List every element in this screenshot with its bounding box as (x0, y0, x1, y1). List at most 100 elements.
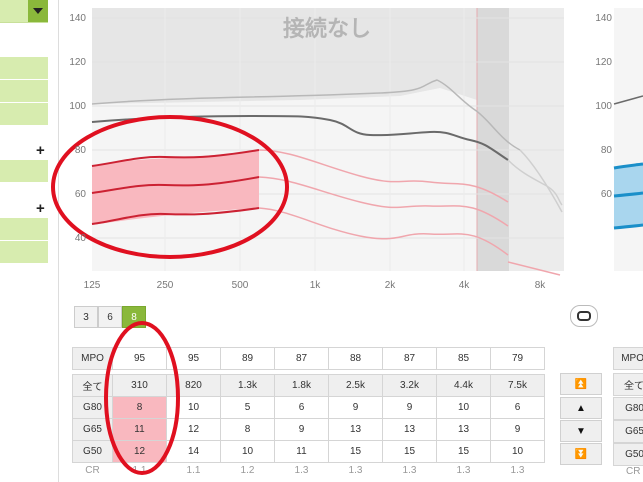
gain-cell[interactable]: 9 (274, 418, 329, 441)
sidebar-row[interactable] (0, 80, 48, 103)
high-freq-zone (477, 8, 509, 271)
freq-header[interactable]: 4.4k (436, 374, 491, 397)
gain-cell[interactable]: 14 (166, 440, 221, 463)
mpo-cell[interactable]: 88 (328, 347, 383, 370)
grid-lines (92, 17, 564, 239)
y-tick: 120 (69, 57, 86, 68)
cr-value: 1.3 (328, 462, 383, 477)
y-tick: 40 (75, 233, 87, 244)
channel-8-button[interactable]: 8 (122, 306, 146, 328)
gain-cell[interactable]: 10 (220, 440, 275, 463)
mpo-cell[interactable]: 89 (220, 347, 275, 370)
right-row-label[interactable]: G80 (613, 397, 643, 420)
gain-band (92, 150, 259, 225)
gain-cell[interactable]: 6 (490, 396, 545, 419)
x-tick: 125 (84, 280, 101, 291)
freq-header[interactable]: 7.5k (490, 374, 545, 397)
gain-cell[interactable]: 10 (490, 440, 545, 463)
gain-cell[interactable]: 12 (112, 440, 167, 463)
gain-chart: 接続なし 140 120 100 80 60 40 125 250 500 1k… (51, 8, 643, 291)
step-down-button[interactable]: ▼ (560, 420, 602, 442)
freq-header[interactable]: 310 (112, 374, 167, 397)
sidebar-row[interactable] (0, 218, 48, 241)
table-row: MPO 95 95 89 87 88 87 85 79 (72, 347, 545, 370)
row-label[interactable]: G50 (72, 440, 113, 463)
cr-label: CR (72, 462, 113, 477)
row-label[interactable]: 全て (72, 374, 113, 397)
freq-header[interactable]: 3.2k (382, 374, 437, 397)
gain-cell[interactable]: 13 (436, 418, 491, 441)
mpo-cell[interactable]: 95 (112, 347, 167, 370)
mpo-cell[interactable]: 85 (436, 347, 491, 370)
channel-3-button[interactable]: 3 (74, 306, 98, 328)
gain-cell[interactable]: 11 (274, 440, 329, 463)
sidebar-dropdown[interactable] (0, 0, 48, 23)
sidebar-row[interactable] (0, 103, 48, 126)
gain-cell[interactable]: 9 (328, 396, 383, 419)
channel-6-button[interactable]: 6 (98, 306, 122, 328)
sidebar-row[interactable] (0, 241, 48, 264)
y-tick: 140 (69, 13, 86, 24)
freq-header[interactable]: 820 (166, 374, 221, 397)
mpo-cell[interactable]: 87 (382, 347, 437, 370)
chart-title: 接続なし (283, 16, 371, 42)
right-row-label: MPO (613, 347, 643, 370)
x-tick: 1k (310, 280, 322, 291)
gain-cell[interactable]: 13 (328, 418, 383, 441)
mpo-cell[interactable]: 79 (490, 347, 545, 370)
x-tick: 8k (535, 280, 547, 291)
g65-curve (91, 176, 260, 194)
gain-cell[interactable]: 9 (490, 418, 545, 441)
x-tick: 2k (385, 280, 397, 291)
gain-cell[interactable]: 15 (382, 440, 437, 463)
gain-cell[interactable]: 8 (220, 418, 275, 441)
y-tick: 100 (69, 101, 86, 112)
freq-header[interactable]: 2.5k (328, 374, 383, 397)
right-row-label[interactable]: 全て (613, 373, 643, 396)
link-icon (577, 311, 591, 321)
table-row: G80 8 10 5 6 9 9 10 6 (72, 396, 545, 419)
gain-cell[interactable]: 11 (112, 418, 167, 441)
cr-value: 1.2 (220, 462, 275, 477)
freq-header[interactable]: 1.3k (220, 374, 275, 397)
highlight-ellipse (51, 115, 289, 259)
sidebar-row[interactable] (0, 57, 48, 80)
step-up-button[interactable]: ▲ (560, 397, 602, 419)
plus-icon[interactable]: + (36, 142, 45, 159)
step-bottom-button[interactable]: ⏬ (560, 443, 602, 465)
right-cr-label: CR (626, 466, 641, 477)
cr-value: 1.3 (382, 462, 437, 477)
uncomfortable-zone (92, 8, 477, 104)
gain-cell[interactable]: 6 (274, 396, 329, 419)
gain-cell[interactable]: 10 (166, 396, 221, 419)
mpo-cell[interactable]: 87 (274, 347, 329, 370)
step-top-button[interactable]: ⏫ (560, 373, 602, 395)
right-row-label[interactable]: G65 (613, 420, 643, 443)
gain-cell[interactable]: 5 (220, 396, 275, 419)
gain-cell[interactable]: 13 (382, 418, 437, 441)
y-tick: 80 (75, 145, 87, 156)
row-label[interactable]: G80 (72, 396, 113, 419)
output-curve-ext (507, 159, 563, 206)
right-row-label[interactable]: G50 (613, 443, 643, 466)
plus-icon[interactable]: + (36, 200, 45, 217)
x-tick: 500 (232, 280, 249, 291)
cr-value: 1.1 (166, 462, 221, 477)
gain-cell[interactable]: 12 (166, 418, 221, 441)
gain-cell[interactable]: 9 (382, 396, 437, 419)
gain-cell[interactable]: 15 (436, 440, 491, 463)
gain-cell[interactable]: 8 (112, 396, 167, 419)
mpo-cell[interactable]: 95 (166, 347, 221, 370)
gain-cell[interactable]: 10 (436, 396, 491, 419)
cr-row: CR 1.1 1.1 1.2 1.3 1.3 1.3 1.3 1.3 (72, 462, 545, 477)
y-tick: 60 (75, 189, 87, 200)
row-label[interactable]: G65 (72, 418, 113, 441)
table-row: G65 11 12 8 9 13 13 13 9 (72, 418, 545, 441)
chevron-down-icon[interactable] (28, 0, 48, 22)
link-channels-button[interactable] (570, 305, 598, 327)
panel-divider (58, 0, 59, 482)
sidebar-row[interactable] (0, 160, 48, 183)
freq-header[interactable]: 1.8k (274, 374, 329, 397)
g50-curve (91, 149, 260, 167)
gain-cell[interactable]: 15 (328, 440, 383, 463)
